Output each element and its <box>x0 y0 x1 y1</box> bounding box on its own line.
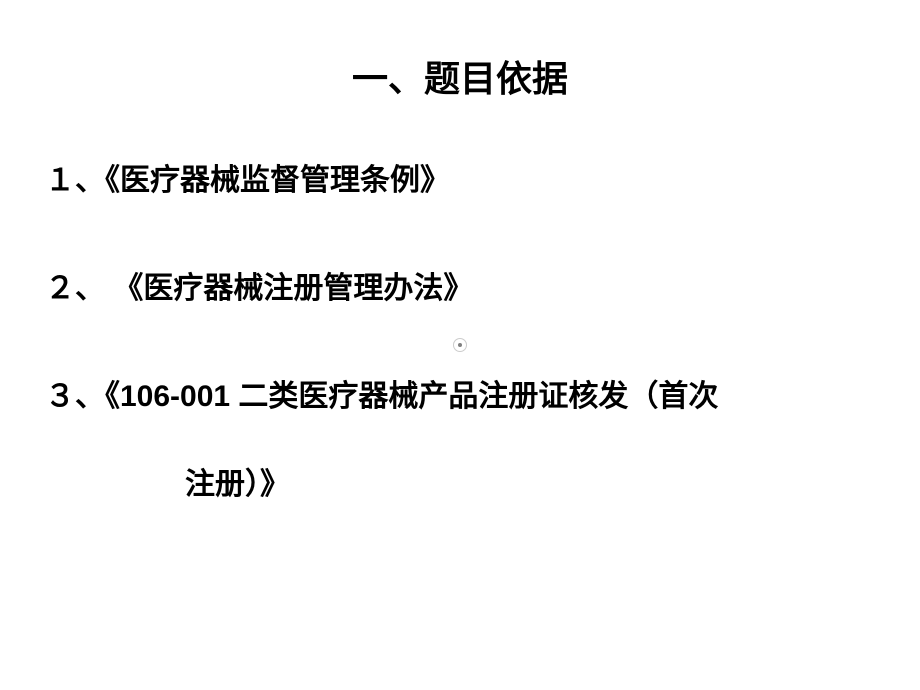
list-item-3-continued: 注册）》 <box>45 461 875 509</box>
center-marker-icon <box>452 337 468 353</box>
slide-title: 一、题目依据 <box>45 50 875 102</box>
slide-container: 一、题目依据 １、《医疗器械监督管理条例》 ２、 《医疗器械注册管理办法》 ３、… <box>0 0 920 690</box>
list-item-2: ２、 《医疗器械注册管理办法》 <box>45 265 875 313</box>
list-item-3: ３、《106-001 二类医疗器械产品注册证核发（首次 <box>45 373 875 421</box>
list-item-1: １、《医疗器械监督管理条例》 <box>45 157 875 205</box>
